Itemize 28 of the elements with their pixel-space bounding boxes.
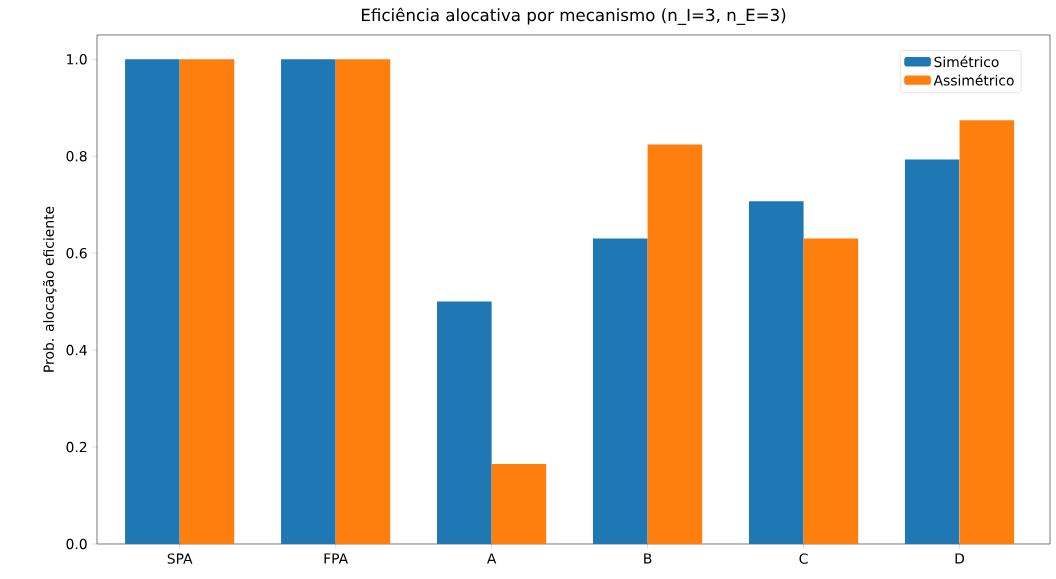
bar xyxy=(904,159,960,544)
y-tick-label: 0.2 xyxy=(66,441,87,453)
bar xyxy=(179,59,235,544)
x-tick-label: SPA xyxy=(167,553,193,564)
bar xyxy=(437,301,492,544)
y-tick-label: 0.0 xyxy=(66,538,87,550)
legend-label: Simétrico xyxy=(934,55,999,68)
bar xyxy=(647,144,703,544)
bar xyxy=(335,59,391,544)
bar xyxy=(803,238,859,544)
y-tick-label: 0.6 xyxy=(66,247,87,259)
x-tick-label: FPA xyxy=(324,553,348,564)
bar xyxy=(125,59,180,544)
x-tick-label: C xyxy=(799,553,808,564)
y-axis-title: Prob. alocação eficiente xyxy=(42,206,57,372)
bar xyxy=(748,201,804,544)
x-tick-label: A xyxy=(486,553,497,564)
x-tick-label: D xyxy=(955,553,965,564)
x-tick-label: B xyxy=(644,553,652,564)
bar xyxy=(281,59,336,544)
bar xyxy=(491,464,547,544)
y-tick-label: 1.0 xyxy=(67,53,87,65)
chart-title: Eficiência alocativa por mecanismo (n_I=3, n_E=3) xyxy=(362,7,786,25)
bar xyxy=(959,120,1015,544)
bar xyxy=(593,238,648,544)
y-tick-label: 0.8 xyxy=(66,150,87,162)
y-tick-label: 0.4 xyxy=(66,344,87,356)
legend-label: Assimétrico xyxy=(933,74,1014,86)
